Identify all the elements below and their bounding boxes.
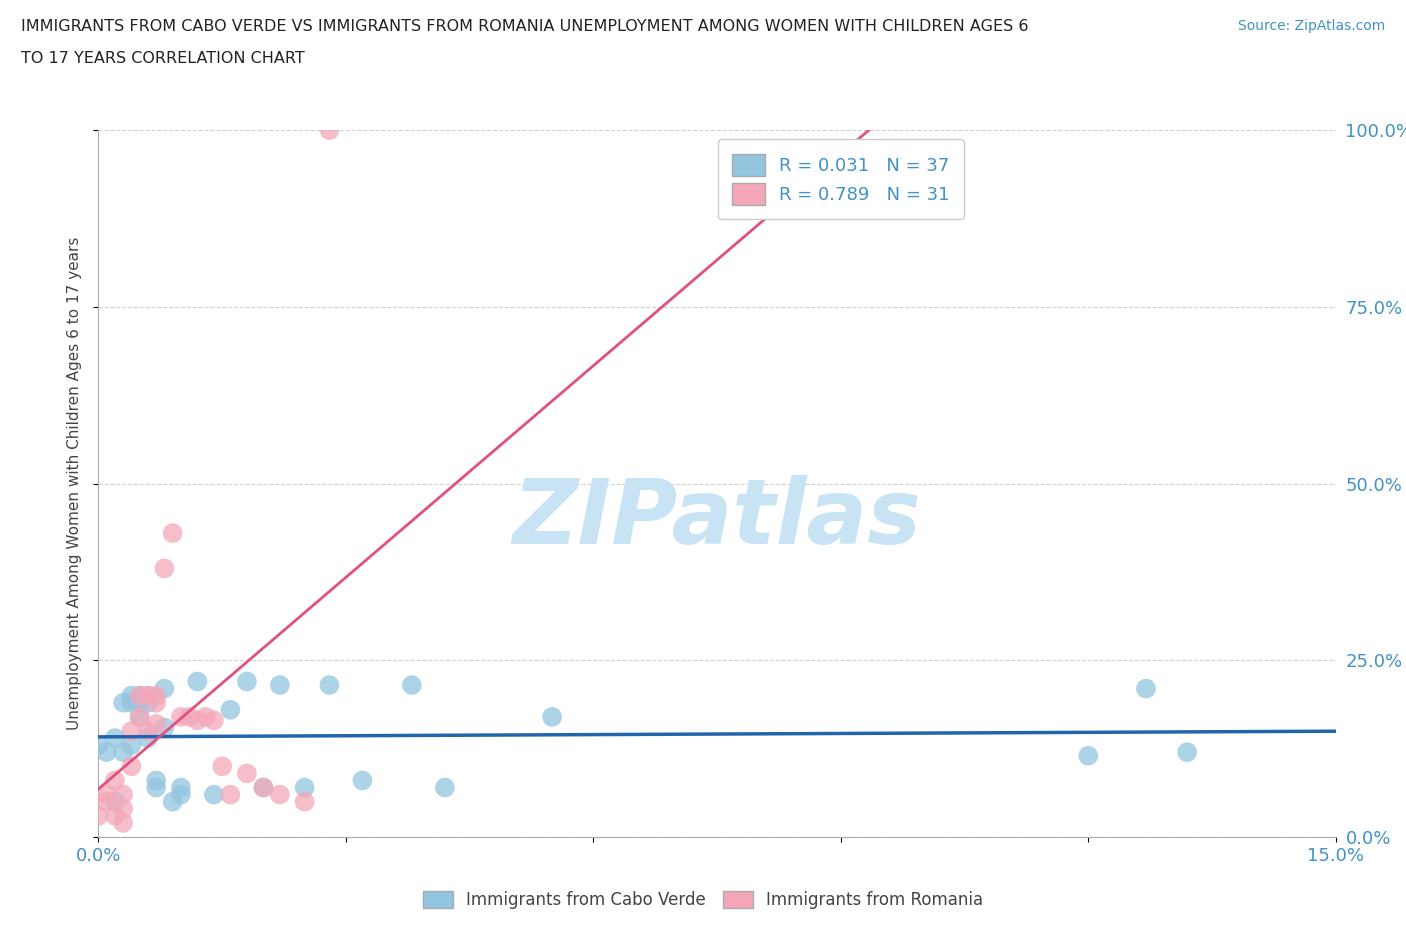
Y-axis label: Unemployment Among Women with Children Ages 6 to 17 years: Unemployment Among Women with Children A… [67,237,83,730]
Point [294,780,316,795]
Point [112,787,135,802]
Point [252,780,274,795]
Point [318,123,340,138]
Point [112,745,135,760]
Point [136,724,159,738]
Point [541,710,564,724]
Point [179,710,201,724]
Point [136,688,159,703]
Point [1135,681,1157,696]
Point [153,720,176,735]
Point [145,696,167,711]
Point [128,710,150,724]
Point [136,688,159,703]
Point [136,696,159,711]
Point [219,787,242,802]
Point [194,710,217,724]
Point [112,816,135,830]
Text: IMMIGRANTS FROM CABO VERDE VS IMMIGRANTS FROM ROMANIA UNEMPLOYMENT AMONG WOMEN W: IMMIGRANTS FROM CABO VERDE VS IMMIGRANTS… [21,19,1029,33]
Point [104,773,127,788]
Point [153,681,176,696]
Point [219,702,242,717]
Point [128,688,150,703]
Point [162,794,184,809]
Point [128,696,150,711]
Point [186,674,208,689]
Point [211,759,233,774]
Point [145,773,167,788]
Point [104,794,127,809]
Text: ZIPatlas: ZIPatlas [513,475,921,563]
Point [186,713,208,728]
Point [170,787,193,802]
Point [120,737,142,752]
Point [294,794,316,809]
Point [352,773,374,788]
Point [153,561,176,576]
Point [96,787,118,802]
Point [236,674,259,689]
Point [252,780,274,795]
Legend: R = 0.031   N = 37, R = 0.789   N = 31: R = 0.031 N = 37, R = 0.789 N = 31 [717,140,965,219]
Point [145,688,167,703]
Point [120,688,142,703]
Point [170,780,193,795]
Point [96,745,118,760]
Point [104,808,127,823]
Point [433,780,456,795]
Point [128,710,150,724]
Legend: Immigrants from Cabo Verde, Immigrants from Romania: Immigrants from Cabo Verde, Immigrants f… [415,883,991,917]
Point [128,688,150,703]
Point [87,737,110,752]
Point [236,766,259,781]
Point [136,731,159,746]
Point [120,759,142,774]
Point [145,780,167,795]
Point [202,787,225,802]
Point [120,724,142,738]
Point [202,713,225,728]
Text: TO 17 YEARS CORRELATION CHART: TO 17 YEARS CORRELATION CHART [21,51,305,66]
Text: Source: ZipAtlas.com: Source: ZipAtlas.com [1237,19,1385,33]
Point [96,794,118,809]
Point [162,525,184,540]
Point [269,787,291,802]
Point [318,678,340,693]
Point [145,716,167,731]
Point [1077,749,1099,764]
Point [1175,745,1198,760]
Point [112,696,135,711]
Point [112,802,135,817]
Point [104,731,127,746]
Point [120,696,142,711]
Point [269,678,291,693]
Point [170,710,193,724]
Point [87,808,110,823]
Point [401,678,423,693]
